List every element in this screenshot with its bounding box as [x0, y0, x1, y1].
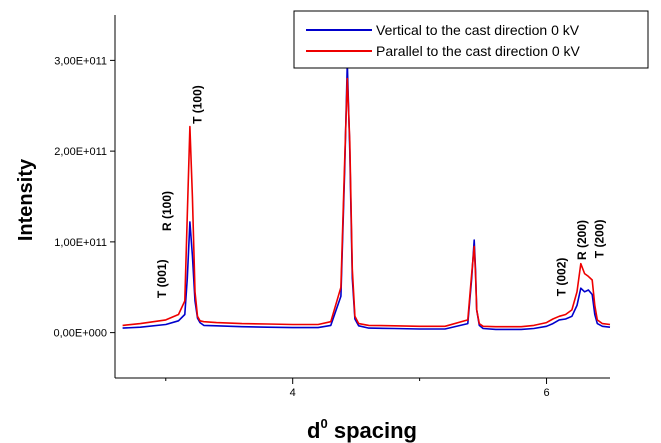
x-axis-title-main: d	[307, 418, 320, 443]
plot-area: 0,00E+000 1,00E+011 2,00E+011 3,00E+011 4 6 T…	[53, 15, 611, 399]
legend-box	[293, 10, 649, 69]
x-axis-title-superscript: 0	[320, 416, 327, 431]
y-tick-label: 3,00E+011	[54, 55, 107, 67]
series-layer	[122, 62, 611, 331]
peak-annotations: T (001) R (100) T (100) T (002) R (200) T (20…	[155, 85, 607, 298]
x-tick-label: 6	[543, 387, 549, 399]
peak-annotation: R (100)	[160, 191, 174, 231]
peak-annotation: R (200)	[575, 220, 589, 260]
y-tick-label: 1,00E+011	[54, 237, 107, 249]
legend-label-vertical: Vertical to the cast direction 0 kV	[376, 22, 580, 38]
peak-annotation: T (200)	[593, 220, 607, 259]
x-axis-title-suffix: spacing	[328, 418, 417, 443]
peak-annotation: T (002)	[555, 258, 569, 297]
x-tick-label: 4	[290, 387, 296, 399]
legend: Vertical to the cast direction 0 kV Para…	[293, 10, 649, 69]
legend-label-parallel: Parallel to the cast direction 0 kV	[376, 43, 581, 59]
peak-annotation: T (001)	[155, 259, 169, 298]
peak-annotation: T (100)	[190, 85, 204, 124]
series-line-parallel	[122, 77, 611, 328]
y-tick-label: 0,00E+000	[53, 328, 107, 340]
y-tick-label: 2,00E+011	[54, 146, 107, 158]
axis-ticks: 0,00E+000 1,00E+011 2,00E+011 3,00E+011 4 6	[53, 55, 549, 399]
x-axis-title: d0 spacing	[307, 416, 417, 443]
y-axis-title: Intensity	[15, 158, 37, 241]
